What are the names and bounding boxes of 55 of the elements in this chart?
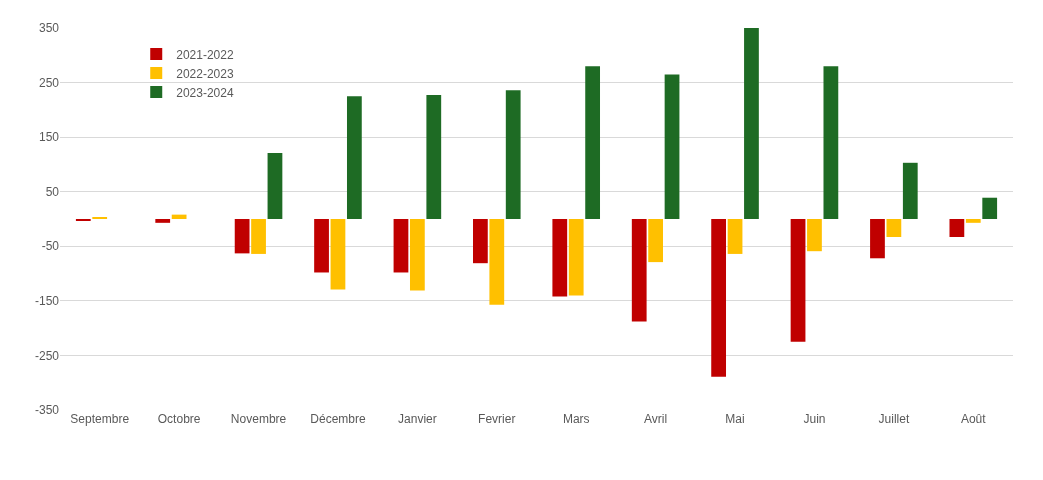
bar [727, 219, 743, 254]
bar [823, 66, 839, 219]
bar [552, 219, 568, 297]
bar [886, 219, 902, 238]
legend-label: 2022-2023 [176, 66, 234, 81]
bar [568, 219, 584, 296]
bar [489, 219, 505, 305]
x-tick-label: Janvier [398, 412, 437, 426]
bar [330, 219, 346, 290]
bar [711, 219, 727, 377]
bar [426, 95, 442, 219]
bar [965, 219, 981, 223]
x-tick-label: Octobre [157, 412, 201, 426]
y-tick-label: -50 [41, 239, 60, 254]
bar [744, 28, 759, 219]
bar [648, 219, 664, 263]
bar [314, 219, 329, 273]
bar [902, 162, 918, 219]
y-tick-label: -350 [34, 403, 60, 418]
bar [790, 219, 806, 342]
bar [664, 74, 680, 219]
bar [171, 214, 187, 219]
bar [949, 219, 965, 238]
x-tick-label: Septembre [70, 412, 130, 426]
bar [807, 219, 822, 252]
x-tick-label: Avril [644, 412, 668, 426]
bar [346, 96, 362, 219]
x-tick-label: Juillet [878, 412, 910, 426]
x-tick-label: Mai [725, 412, 745, 426]
x-tick-label: Mars [562, 412, 590, 426]
bar [982, 197, 998, 219]
x-tick-label: Décembre [310, 412, 366, 426]
bar [393, 219, 409, 273]
legend-label: 2023-2024 [176, 85, 234, 100]
bar [870, 219, 885, 259]
bar [251, 219, 266, 254]
y-tick-label: 350 [38, 21, 60, 36]
x-tick-label: Novembre [230, 412, 287, 426]
bar [234, 219, 250, 254]
bar [505, 90, 521, 219]
legend-label: 2021-2022 [176, 47, 234, 62]
y-tick-label: 250 [38, 75, 60, 90]
x-tick-label: Fevrier [478, 412, 516, 426]
x-tick-label: Août [960, 412, 987, 426]
y-tick-label: -150 [34, 294, 60, 309]
x-tick-label: Juin [803, 412, 826, 426]
bar [472, 219, 488, 264]
bar [155, 219, 171, 223]
y-tick-label: -250 [34, 348, 60, 363]
y-tick-label: 50 [45, 184, 60, 199]
bar [409, 219, 425, 291]
bar [631, 219, 647, 322]
y-tick-label: 150 [38, 130, 60, 145]
bar [585, 66, 601, 219]
bar [267, 152, 283, 219]
